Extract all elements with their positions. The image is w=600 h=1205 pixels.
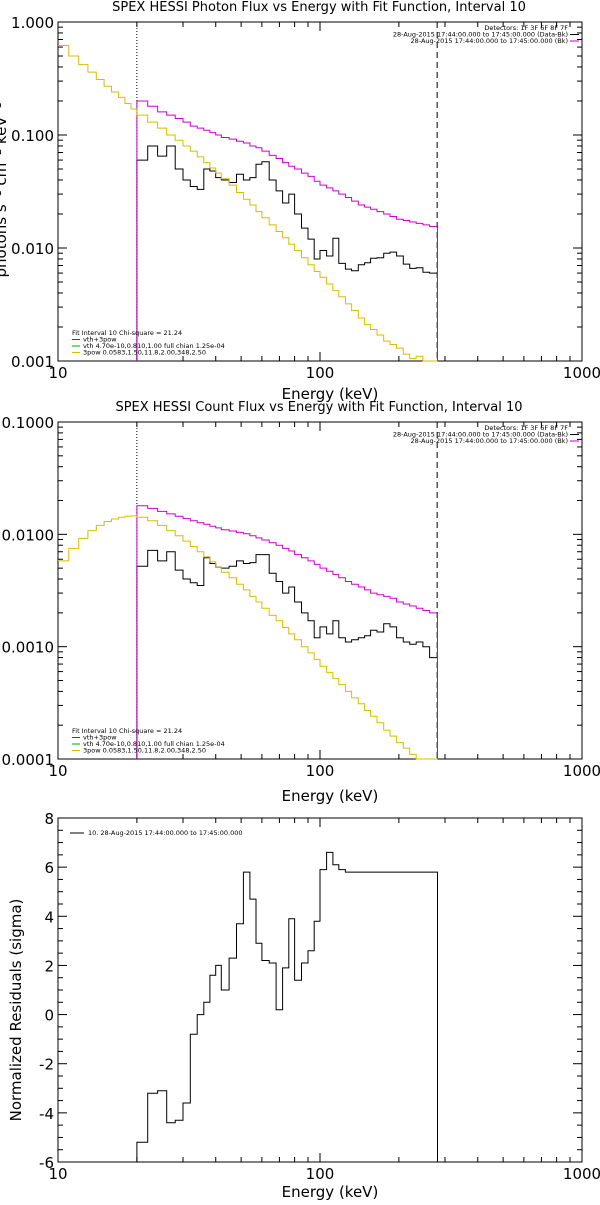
- residuals-xlabel: Energy (keV): [282, 1183, 379, 1200]
- photon-flux-ylabel: photons s⁻¹ cm⁻² keV⁻¹: [0, 103, 10, 278]
- residuals-xtick-label: 1000: [563, 1165, 600, 1183]
- residuals-ytick-label: 2: [44, 957, 54, 975]
- residuals-ytick-label: -6: [39, 1154, 54, 1172]
- count-flux-xtick-label: 100: [306, 762, 335, 780]
- photon-flux-ytick-label: 1.000: [11, 14, 54, 32]
- residuals-ytick-label: 8: [44, 810, 54, 828]
- photon-flux-ytick-label: 0.010: [11, 240, 54, 258]
- count-flux-xtick-label: 1000: [563, 762, 600, 780]
- photon-flux-ytick-label: 0.100: [11, 127, 54, 145]
- residuals-legend-entry: 10. 28-Aug-2015 17:44:00.000 to 17:45:00…: [88, 829, 243, 837]
- count-flux-ytick-label: 0.1000: [2, 414, 55, 432]
- photon-flux-xtick-label: 100: [306, 364, 335, 382]
- residuals-ylabel: Normalized Residuals (sigma): [7, 899, 25, 1122]
- residuals-ytick-label: 6: [44, 859, 54, 877]
- photon-flux-legend-entry: 3pow 0.0583,1.50,11.8,2.00,348,2.50: [83, 349, 206, 357]
- photon-flux-xtick-label: 1000: [563, 364, 600, 382]
- photon-flux-title: SPEX HESSI Photon Flux vs Energy with Fi…: [112, 0, 526, 15]
- residuals-ytick-label: -2: [39, 1056, 54, 1074]
- count-flux-legend-entry: 3pow 0.0583,1.50,11.8,2.00,348,2.50: [83, 747, 206, 755]
- count-flux-xlabel: Energy (keV): [282, 787, 379, 805]
- count-flux-ytick-label: 0.0010: [2, 639, 55, 657]
- residuals-ytick-label: -4: [39, 1105, 54, 1123]
- residuals-xtick-label: 100: [306, 1165, 335, 1183]
- photon-flux-ytick-label: 0.001: [11, 353, 54, 371]
- photon-flux-legend-top-entry: 28-Aug-2015 17:44:00.000 to 17:45:00.000…: [411, 37, 568, 45]
- residuals-ytick-label: 4: [44, 908, 54, 926]
- count-flux-ytick-label: 0.0100: [2, 526, 55, 544]
- count-flux-legend-top-entry: 28-Aug-2015 17:44:00.000 to 17:45:00.000…: [411, 437, 568, 445]
- count-flux-ytick-label: 0.0001: [2, 751, 55, 769]
- residuals-ytick-label: 0: [44, 1007, 54, 1025]
- count-flux-title: SPEX HESSI Count Flux vs Energy with Fit…: [115, 400, 522, 415]
